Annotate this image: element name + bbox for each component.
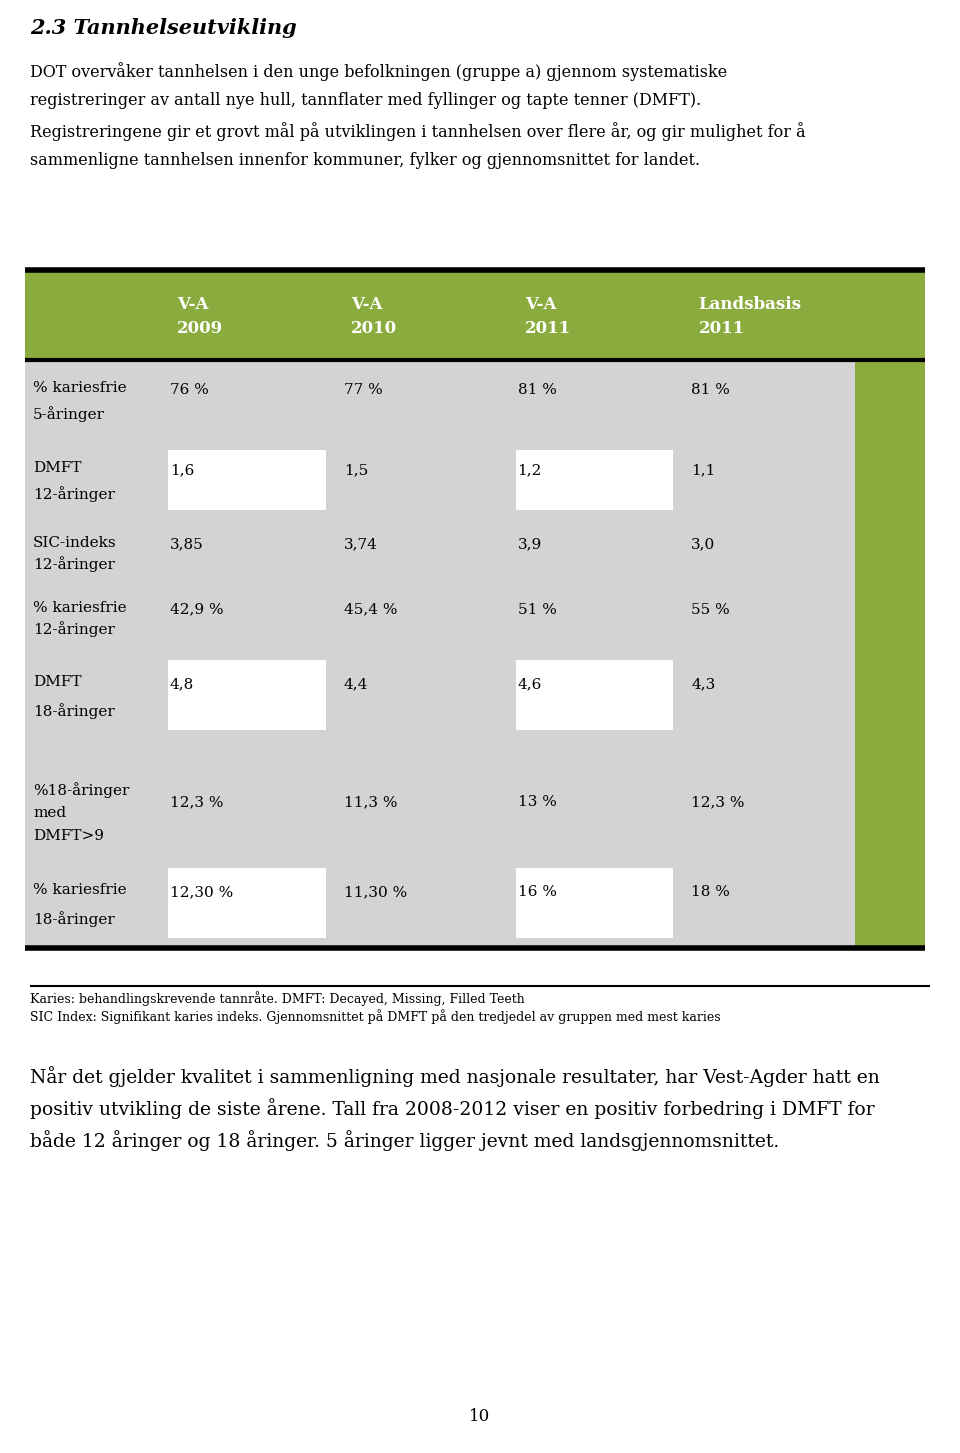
Text: 18-åringer: 18-åringer <box>33 703 115 719</box>
Text: V-A: V-A <box>525 296 557 312</box>
Text: 12,30 %: 12,30 % <box>170 885 233 899</box>
Bar <box>168 867 325 939</box>
Bar <box>855 520 925 586</box>
Bar <box>25 649 855 740</box>
Bar <box>516 867 673 939</box>
Bar <box>855 440 925 520</box>
Text: 3,74: 3,74 <box>344 538 377 552</box>
Bar <box>25 769 855 859</box>
Text: 4,6: 4,6 <box>517 677 541 692</box>
Text: Landsbasis: Landsbasis <box>699 296 802 312</box>
Text: 2011: 2011 <box>525 320 571 337</box>
Text: DMFT>9: DMFT>9 <box>33 828 104 843</box>
Text: 2011: 2011 <box>699 320 745 337</box>
Bar <box>516 660 673 729</box>
Bar <box>855 586 925 649</box>
Text: 5-åringer: 5-åringer <box>33 407 105 423</box>
Bar <box>25 859 855 947</box>
Text: DMFT: DMFT <box>33 461 82 475</box>
Bar <box>855 740 925 769</box>
Text: Karies: behandlingskrevende tannråte. DMFT: Decayed, Missing, Filled Teeth: Karies: behandlingskrevende tannråte. DM… <box>30 991 525 1005</box>
Text: 18-åringer: 18-åringer <box>33 911 115 927</box>
Text: 3,0: 3,0 <box>691 538 715 552</box>
Text: SIC Index: Signifikant karies indeks. Gjennomsnittet på DMFT på den tredjedel av: SIC Index: Signifikant karies indeks. Gj… <box>30 1008 721 1024</box>
Text: %18-åringer: %18-åringer <box>33 783 130 799</box>
Text: V-A: V-A <box>178 296 209 312</box>
Text: 18 %: 18 % <box>691 885 731 899</box>
Text: 2009: 2009 <box>178 320 224 337</box>
Text: med: med <box>33 806 66 819</box>
Text: 81 %: 81 % <box>517 384 557 398</box>
Text: DOT overvåker tannhelsen i den unge befolkningen (gruppe a) gjennom systematiske: DOT overvåker tannhelsen i den unge befo… <box>30 62 728 81</box>
Text: 16 %: 16 % <box>517 885 557 899</box>
Text: SIC-indeks: SIC-indeks <box>33 536 116 549</box>
Bar <box>855 769 925 859</box>
Text: DMFT: DMFT <box>33 674 82 689</box>
Text: 76 %: 76 % <box>170 384 209 398</box>
Text: 12-åringer: 12-åringer <box>33 622 115 636</box>
Text: 1,6: 1,6 <box>170 464 194 478</box>
Text: 81 %: 81 % <box>691 384 731 398</box>
Bar <box>855 859 925 947</box>
Text: 3,85: 3,85 <box>170 538 204 552</box>
Bar <box>855 649 925 740</box>
Text: 55 %: 55 % <box>691 603 730 616</box>
Text: Registreringene gir et grovt mål på utviklingen i tannhelsen over flere år, og g: Registreringene gir et grovt mål på utvi… <box>30 122 805 141</box>
Text: sammenligne tannhelsen innenfor kommuner, fylker og gjennomsnittet for landet.: sammenligne tannhelsen innenfor kommuner… <box>30 153 700 169</box>
Text: 4,3: 4,3 <box>691 677 715 692</box>
Text: registreringer av antall nye hull, tannflater med fyllinger og tapte tenner (DMF: registreringer av antall nye hull, tannf… <box>30 92 701 109</box>
Text: 51 %: 51 % <box>517 603 557 616</box>
Text: 4,4: 4,4 <box>344 677 368 692</box>
Text: 12-åringer: 12-åringer <box>33 487 115 503</box>
Text: 11,30 %: 11,30 % <box>344 885 407 899</box>
Text: 13 %: 13 % <box>517 795 557 809</box>
Bar <box>25 440 855 520</box>
Bar <box>25 360 855 440</box>
Bar <box>516 450 673 510</box>
Text: 2010: 2010 <box>351 320 397 337</box>
Text: 77 %: 77 % <box>344 384 382 398</box>
Bar <box>855 270 925 360</box>
Text: 42,9 %: 42,9 % <box>170 603 224 616</box>
Text: 4,8: 4,8 <box>170 677 194 692</box>
Bar <box>855 360 925 440</box>
Text: 1,5: 1,5 <box>344 464 368 478</box>
Text: % kariesfrie: % kariesfrie <box>33 381 127 395</box>
Text: 10: 10 <box>469 1408 491 1425</box>
Text: % kariesfrie: % kariesfrie <box>33 600 127 615</box>
Text: V-A: V-A <box>351 296 383 312</box>
Bar <box>25 740 855 769</box>
Text: 12-åringer: 12-åringer <box>33 556 115 572</box>
Bar <box>168 450 325 510</box>
Text: 12,3 %: 12,3 % <box>170 795 224 809</box>
Text: både 12 åringer og 18 åringer. 5 åringer ligger jevnt med landsgjennomsnittet.: både 12 åringer og 18 åringer. 5 åringer… <box>30 1130 780 1151</box>
Text: % kariesfrie: % kariesfrie <box>33 882 127 897</box>
Text: 12,3 %: 12,3 % <box>691 795 745 809</box>
Bar <box>25 520 855 586</box>
Text: positiv utvikling de siste årene. Tall fra 2008-2012 viser en positiv forbedring: positiv utvikling de siste årene. Tall f… <box>30 1098 875 1119</box>
Text: 3,9: 3,9 <box>517 538 541 552</box>
Text: 2.3 Tannhelseutvikling: 2.3 Tannhelseutvikling <box>30 17 297 38</box>
Text: Når det gjelder kvalitet i sammenligning med nasjonale resultater, har Vest-Agde: Når det gjelder kvalitet i sammenligning… <box>30 1067 879 1087</box>
Text: 45,4 %: 45,4 % <box>344 603 397 616</box>
Bar <box>168 660 325 729</box>
Text: 1,1: 1,1 <box>691 464 715 478</box>
Text: 1,2: 1,2 <box>517 464 541 478</box>
Bar <box>25 586 855 649</box>
Text: 11,3 %: 11,3 % <box>344 795 397 809</box>
Bar <box>25 270 855 360</box>
